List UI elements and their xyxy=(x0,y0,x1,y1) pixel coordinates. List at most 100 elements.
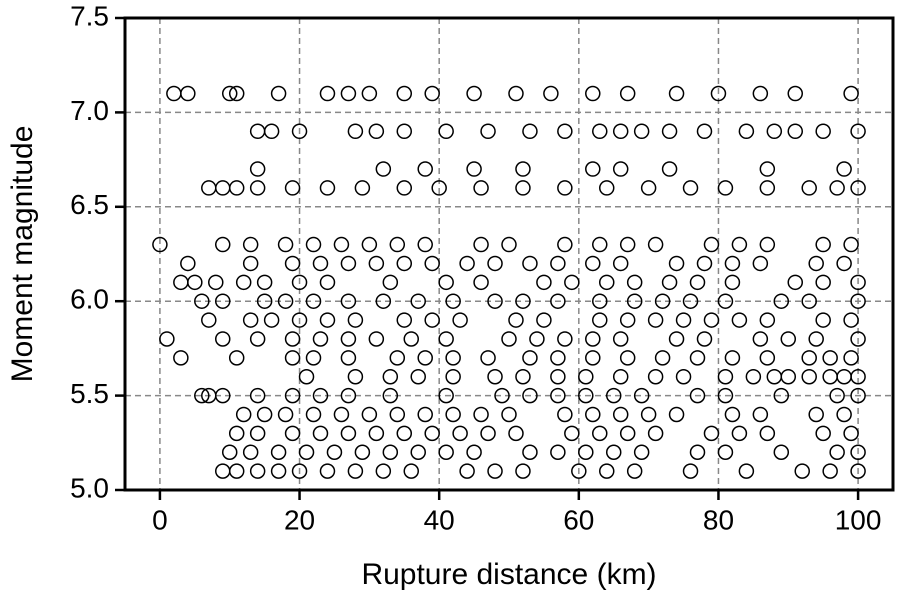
point xyxy=(277,293,294,309)
point xyxy=(822,368,838,385)
point xyxy=(752,331,769,347)
point xyxy=(382,274,399,291)
point xyxy=(550,255,566,272)
point xyxy=(752,406,769,423)
point xyxy=(829,180,845,196)
point xyxy=(277,406,294,423)
point xyxy=(396,255,413,272)
point xyxy=(654,293,671,309)
point xyxy=(689,444,706,460)
point xyxy=(298,368,315,385)
point xyxy=(424,255,440,272)
point xyxy=(801,350,817,366)
point xyxy=(578,387,594,404)
point xyxy=(550,350,566,366)
point xyxy=(480,425,496,442)
point xyxy=(284,387,301,404)
point xyxy=(773,293,790,309)
y-tick-label: 6.0 xyxy=(70,284,109,315)
point xyxy=(585,350,601,366)
point xyxy=(382,387,399,404)
point xyxy=(724,274,741,291)
point xyxy=(801,368,817,385)
point xyxy=(808,406,824,423)
point xyxy=(536,312,552,328)
point xyxy=(375,293,392,309)
point xyxy=(773,387,790,404)
point xyxy=(626,274,643,291)
point xyxy=(612,123,629,140)
point xyxy=(473,236,489,253)
point xyxy=(473,180,489,196)
point xyxy=(194,387,210,404)
point xyxy=(291,463,308,479)
point xyxy=(571,463,587,479)
point xyxy=(536,274,552,291)
point xyxy=(515,180,531,196)
point xyxy=(689,387,706,404)
point xyxy=(815,123,831,140)
point xyxy=(326,444,343,460)
point xyxy=(410,444,426,460)
point xyxy=(752,255,769,272)
point xyxy=(850,180,866,196)
point xyxy=(473,274,489,291)
point xyxy=(389,406,406,423)
point xyxy=(585,331,601,347)
point xyxy=(815,425,831,442)
point xyxy=(808,331,824,347)
point xyxy=(794,463,810,479)
point xyxy=(180,85,196,102)
point xyxy=(724,350,741,366)
point xyxy=(612,368,629,385)
point xyxy=(242,236,259,253)
y-tick-label: 5.0 xyxy=(70,472,109,503)
point xyxy=(829,387,845,404)
point xyxy=(557,180,573,196)
point xyxy=(801,180,817,196)
point xyxy=(836,368,852,385)
point xyxy=(396,180,413,196)
point xyxy=(214,236,231,253)
point xyxy=(368,425,385,442)
point xyxy=(201,312,217,328)
point xyxy=(284,180,301,196)
point xyxy=(703,236,720,253)
point xyxy=(249,463,266,479)
point xyxy=(396,312,413,328)
point xyxy=(466,85,482,102)
point xyxy=(633,444,650,460)
point xyxy=(333,406,350,423)
point xyxy=(773,444,790,460)
point xyxy=(487,463,503,479)
point xyxy=(319,274,336,291)
point xyxy=(214,293,231,309)
point xyxy=(361,236,378,253)
point xyxy=(340,425,357,442)
point xyxy=(242,312,259,328)
point xyxy=(340,293,357,309)
point xyxy=(291,312,308,328)
point xyxy=(270,444,287,460)
point xyxy=(494,387,510,404)
point xyxy=(612,331,629,347)
point xyxy=(249,123,266,140)
point xyxy=(354,444,371,460)
point xyxy=(445,406,461,423)
point xyxy=(522,444,538,460)
point xyxy=(256,406,273,423)
point xyxy=(221,444,238,460)
point xyxy=(452,425,468,442)
point xyxy=(396,425,413,442)
point xyxy=(319,312,336,328)
point xyxy=(228,425,245,442)
point xyxy=(550,368,566,385)
point xyxy=(766,368,783,385)
point xyxy=(487,293,503,309)
point xyxy=(249,331,266,347)
point xyxy=(738,123,755,140)
point xyxy=(284,331,301,347)
point xyxy=(214,463,231,479)
point xyxy=(403,331,420,347)
